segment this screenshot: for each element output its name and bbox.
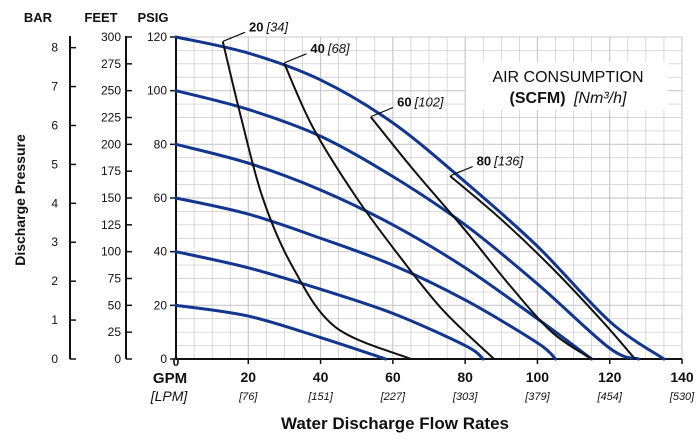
air-label-nm3h: [102] [414,95,444,110]
pressure-curve [174,35,666,361]
air-consumption-label: 40 [68] [310,41,350,56]
psig-tick-label: 60 [154,191,168,205]
axes: 0204060801001200255075100125150175200225… [51,30,695,403]
bar-tick-label: 4 [51,196,58,210]
feet-tick-label: 125 [101,218,121,232]
psig-tick-label: 0 [160,352,167,366]
feet-tick-label: 100 [101,245,121,259]
x-tick-label-lpm: [151] [307,391,333,403]
chart-subtitle: (SCFM) [Nm³/h] [510,90,627,107]
chart-subtitle-metric: [Nm³/h] [573,90,627,107]
x-tick-label-gpm: 60 [385,369,401,385]
air-label-leader [222,31,246,42]
air-consumption-curve [283,62,496,360]
x-tick-label-lpm: [379] [524,391,550,403]
air-consumption-curve [449,175,637,360]
bar-tick-label: 1 [51,313,58,327]
air-consumption-curve [221,41,412,360]
bar-tick-label: 5 [51,157,58,171]
feet-tick-label: 150 [101,191,121,205]
psig-tick-label: 40 [154,245,168,259]
x-zero-label: 0 [173,355,180,369]
air-label-nm3h: [136] [493,154,523,169]
air-label-leader [450,165,473,177]
x-tick-label-gpm: 40 [313,369,329,385]
air-label-scfm: 80 [477,154,491,169]
air-consumption-label: 60 [102] [397,95,444,110]
x-tick-label-lpm: [227] [380,391,406,403]
pressure-curve [174,196,557,361]
bar-tick-label: 6 [51,118,58,132]
x-tick-label-gpm: 100 [526,369,550,385]
x-tick-label-gpm: 120 [598,369,622,385]
feet-tick-label: 225 [101,111,121,125]
x-tick-label-gpm: 140 [670,369,694,385]
psig-tick-label: 120 [147,30,167,44]
x-tick-label-gpm: 20 [240,369,256,385]
x-tick-label-gpm: 80 [457,369,473,385]
x-unit-lpm: [LPM] [150,388,189,404]
chart-subtitle-unit: (SCFM) [510,90,566,107]
bar-tick-label: 0 [51,352,58,366]
air-label-leader [370,106,394,118]
air-label-scfm: 60 [397,95,411,110]
feet-tick-label: 250 [101,84,121,98]
x-tick-label-lpm: [530] [669,391,695,403]
air-consumption-curves: 20 [34] 40 [68] 60 [102] 80 [136] [221,19,637,360]
air-consumption-curve [370,116,593,360]
psig-tick-label: 80 [154,137,168,151]
psig-unit-header: PSIG [137,10,168,25]
feet-tick-label: 200 [101,137,121,151]
air-label-scfm: 40 [310,41,324,56]
bar-unit-header: BAR [24,10,53,25]
feet-tick-label: 50 [108,298,122,312]
bar-tick-label: 8 [51,41,58,55]
x-axis-title: Water Discharge Flow Rates [281,414,509,433]
feet-tick-label: 175 [101,164,121,178]
y-axis-title: Discharge Pressure [12,134,28,266]
air-label-nm3h: [68] [327,41,350,56]
air-consumption-label: 80 [136] [477,154,524,169]
bar-tick-label: 3 [51,235,58,249]
air-consumption-label: 20 [34] [249,19,289,34]
x-unit-gpm: GPM [153,370,187,387]
title-box [466,62,668,110]
feet-tick-label: 25 [108,325,122,339]
pressure-curve [174,250,485,361]
pressure-curve [174,89,641,361]
air-label-nm3h: [34] [265,19,288,34]
feet-unit-header: FEET [84,10,117,25]
feet-tick-label: 0 [114,352,121,366]
bar-tick-label: 7 [51,80,58,94]
x-tick-label-lpm: [76] [238,391,258,403]
feet-tick-label: 300 [101,30,121,44]
air-label-scfm: 20 [249,19,263,34]
bar-tick-label: 2 [51,274,58,288]
psig-tick-label: 20 [154,298,168,312]
air-label-leader [284,53,307,64]
pressure-curve [174,303,388,361]
psig-tick-label: 100 [147,84,167,98]
feet-tick-label: 275 [101,57,121,71]
x-tick-label-lpm: [303] [452,391,478,403]
chart-title: AIR CONSUMPTION [492,69,643,86]
x-tick-label-lpm: [454] [596,391,622,403]
feet-tick-label: 75 [108,272,122,286]
